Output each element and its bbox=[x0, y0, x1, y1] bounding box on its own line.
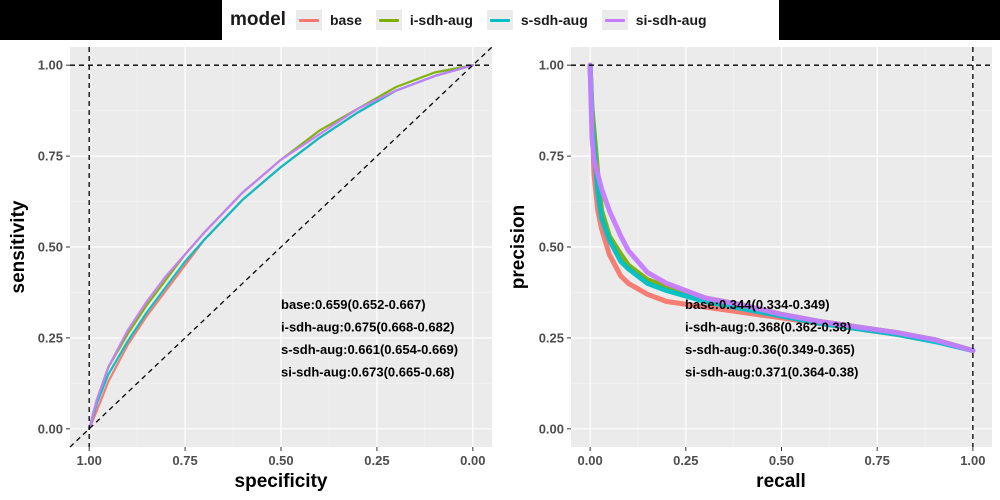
x-tick-label: 1.00 bbox=[960, 453, 985, 468]
x-tick-label: 0.00 bbox=[460, 453, 485, 468]
x-tick-label: 0.00 bbox=[577, 453, 602, 468]
y-tick-label: 0.75 bbox=[539, 149, 564, 164]
legend-key-s-sdh-aug bbox=[486, 10, 513, 30]
legend-label-i-sdh-aug: i-sdh-aug bbox=[409, 12, 473, 28]
x-tick-label: 0.50 bbox=[268, 453, 293, 468]
x-axis-title: recall bbox=[756, 471, 806, 492]
y-tick-label: 0.50 bbox=[539, 240, 564, 255]
legend-entry-i-sdh-aug: i-sdh-aug bbox=[375, 10, 473, 30]
legend-title: model bbox=[230, 9, 286, 30]
legend-margin-right bbox=[779, 0, 1000, 40]
panel-roc: 1.00 0.75 0.50 0.25 0.00 0.00 0.25 0.50 0.75 1.00… bbox=[8, 46, 493, 492]
y-tick-label: 0.25 bbox=[38, 330, 63, 345]
y-tick-label: 0.25 bbox=[539, 330, 564, 345]
y-tick-label: 0.00 bbox=[38, 421, 63, 436]
annotation-text: s-sdh-aug:0.36(0.349-0.365) bbox=[685, 342, 855, 357]
x-tick-label: 0.25 bbox=[364, 453, 389, 468]
annotation-text: i-sdh-aug:0.675(0.668-0.682) bbox=[281, 320, 454, 335]
x-tick-label: 0.25 bbox=[673, 453, 698, 468]
annotation-text: base:0.344(0.334-0.349) bbox=[685, 297, 830, 312]
legend-entry-base: base bbox=[295, 10, 362, 30]
x-tick-label: 0.75 bbox=[865, 453, 890, 468]
annotation-text: si-sdh-aug:0.371(0.364-0.38) bbox=[685, 365, 858, 380]
y-tick-label: 1.00 bbox=[539, 58, 564, 73]
y-tick-label: 0.75 bbox=[38, 149, 63, 164]
x-tick-label: 0.50 bbox=[769, 453, 794, 468]
x-tick-label: 0.75 bbox=[172, 453, 197, 468]
series-line-si-sdh-aug bbox=[88, 64, 474, 430]
legend-entry-s-sdh-aug: s-sdh-aug bbox=[486, 10, 588, 30]
y-tick-label: 1.00 bbox=[38, 58, 63, 73]
y-axis-title: precision bbox=[508, 205, 529, 289]
reference-line-diagonal bbox=[69, 46, 493, 448]
legend-bar: model base i-sdh-aug s-sdh-aug si-sdh-au… bbox=[0, 0, 1000, 40]
series-line-s-sdh-aug bbox=[88, 64, 474, 430]
legend-key-si-sdh-aug bbox=[601, 10, 628, 30]
panel-pr: 0.00 0.25 0.50 0.75 1.00 0.00 0.25 0.50 0.75 1.00… bbox=[508, 47, 992, 492]
y-tick-label: 0.00 bbox=[539, 421, 564, 436]
legend-margin-left bbox=[0, 0, 222, 40]
y-tick-label: 0.50 bbox=[38, 240, 63, 255]
series-line-si-sdh-aug bbox=[587, 62, 976, 354]
annotation-text: i-sdh-aug:0.368(0.362-0.38) bbox=[685, 320, 851, 335]
annotation-text: base:0.659(0.652-0.667) bbox=[281, 297, 426, 312]
legend-label-s-sdh-aug: s-sdh-aug bbox=[520, 12, 588, 28]
y-axis-title: sensitivity bbox=[8, 200, 29, 293]
legend-key-i-sdh-aug bbox=[375, 10, 402, 30]
legend-key-base bbox=[295, 10, 322, 30]
legend-label-base: base bbox=[329, 12, 362, 28]
x-axis-title: specificity bbox=[235, 471, 328, 492]
x-tick-label: 1.00 bbox=[77, 453, 102, 468]
annotation-text: s-sdh-aug:0.661(0.654-0.669) bbox=[281, 342, 458, 357]
legend: model base i-sdh-aug s-sdh-aug si-sdh-au… bbox=[222, 0, 779, 40]
legend-label-si-sdh-aug: si-sdh-aug bbox=[635, 12, 707, 28]
legend-entry-si-sdh-aug: si-sdh-aug bbox=[601, 10, 707, 30]
annotation-text: si-sdh-aug:0.673(0.665-0.68) bbox=[281, 365, 454, 380]
